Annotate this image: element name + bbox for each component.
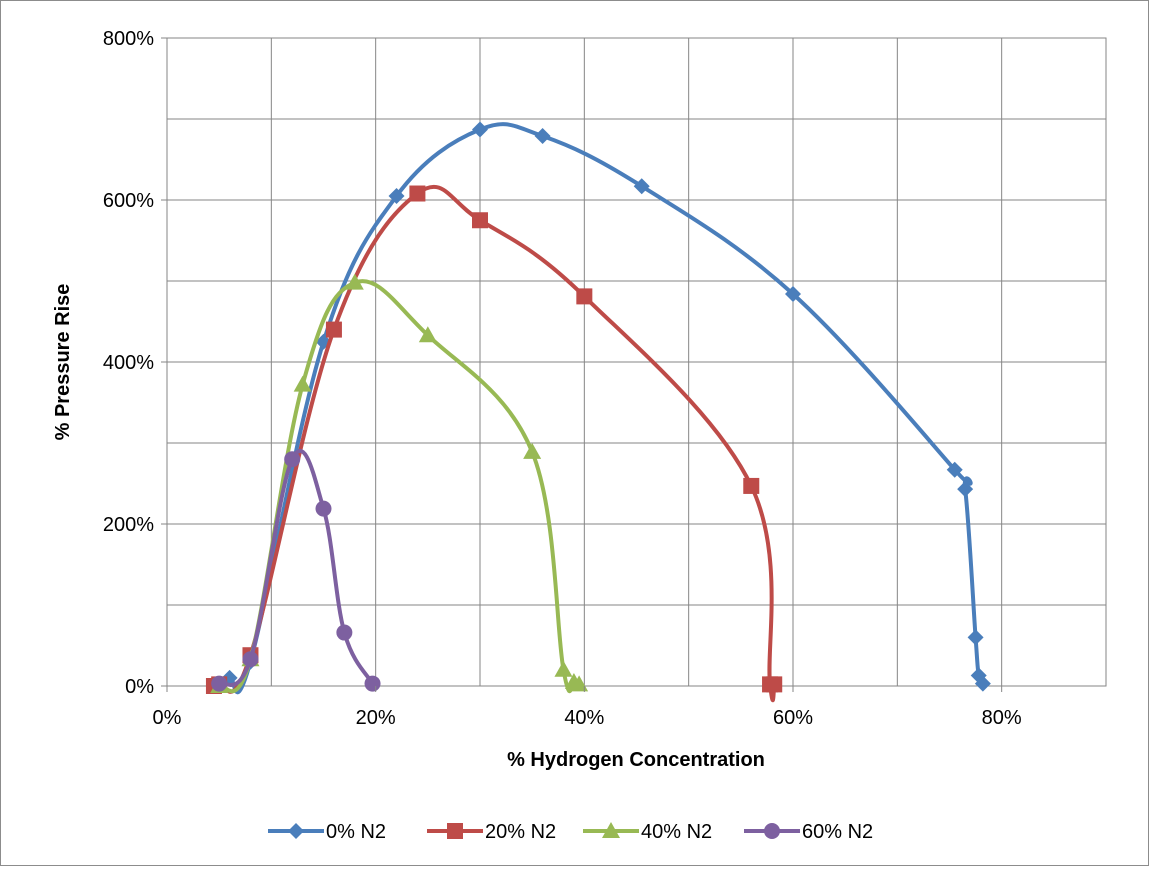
series-60pct-n2 bbox=[211, 449, 381, 692]
series-layer bbox=[205, 121, 991, 703]
data-point bbox=[325, 321, 342, 338]
data-point bbox=[364, 675, 381, 692]
data-point bbox=[409, 185, 426, 202]
y-axis-title: % Pressure Rise bbox=[52, 284, 74, 441]
data-point bbox=[211, 675, 228, 692]
legend-label: 20% N2 bbox=[485, 821, 556, 843]
data-point bbox=[293, 375, 312, 392]
y-tick-label: 200% bbox=[103, 514, 154, 536]
legend-swatch-marker bbox=[764, 823, 780, 839]
data-point bbox=[242, 651, 259, 668]
legend-swatch-marker bbox=[602, 822, 620, 838]
x-axis-title: % Hydrogen Concentration bbox=[507, 749, 765, 771]
data-point bbox=[523, 442, 542, 459]
data-point bbox=[967, 629, 984, 646]
x-tick-label: 60% bbox=[773, 707, 813, 729]
data-point bbox=[554, 660, 573, 677]
data-point bbox=[785, 285, 801, 302]
legend-item: 0% N2 bbox=[268, 821, 386, 843]
y-tick-label: 800% bbox=[103, 28, 154, 50]
data-point bbox=[534, 128, 551, 145]
legend-label: 60% N2 bbox=[802, 821, 873, 843]
x-tick-label: 0% bbox=[153, 707, 182, 729]
data-point bbox=[576, 288, 593, 305]
y-tick-label: 400% bbox=[103, 352, 154, 374]
data-point bbox=[345, 273, 364, 290]
data-point bbox=[743, 477, 760, 494]
data-point bbox=[336, 624, 353, 641]
data-point bbox=[766, 676, 783, 693]
legend-item: 40% N2 bbox=[583, 821, 712, 843]
y-tick-label: 0% bbox=[125, 676, 154, 698]
data-point bbox=[472, 212, 488, 229]
data-point bbox=[570, 675, 589, 692]
data-point bbox=[315, 500, 332, 517]
legend-item: 60% N2 bbox=[744, 821, 873, 843]
legend-swatch-marker bbox=[288, 823, 304, 839]
x-tick-label: 40% bbox=[564, 707, 604, 729]
x-tick-label: 80% bbox=[982, 707, 1022, 729]
data-point bbox=[388, 187, 405, 204]
data-point bbox=[472, 121, 488, 138]
legend-item: 20% N2 bbox=[427, 821, 556, 843]
data-point bbox=[974, 675, 991, 692]
x-tick-label: 20% bbox=[356, 707, 396, 729]
data-point bbox=[284, 451, 301, 468]
y-tick-label: 600% bbox=[103, 190, 154, 212]
data-point bbox=[633, 178, 650, 195]
data-point bbox=[957, 481, 974, 498]
legend-label: 0% N2 bbox=[326, 821, 386, 843]
data-point bbox=[946, 461, 963, 478]
legend-swatch-marker bbox=[447, 823, 463, 839]
data-point bbox=[418, 326, 437, 343]
legend: 0% N2 20% N2 40% N2 60% N2 bbox=[268, 821, 873, 843]
tick-labels: 0% 20% 40% 60% 80% 0% 200% 400% 600% 800% bbox=[103, 28, 1022, 729]
legend-label: 40% N2 bbox=[641, 821, 712, 843]
